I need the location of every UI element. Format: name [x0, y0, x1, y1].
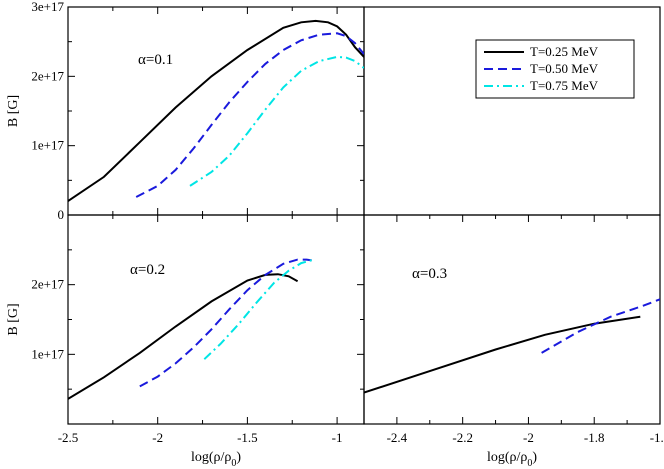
series-line-t050-top-left: [135, 32, 364, 198]
y-tick-label: 1e+17: [31, 346, 64, 361]
series-line-t025-bottom-left: [68, 273, 299, 400]
alpha-annotation: α=0.1: [138, 52, 173, 68]
series-line-t025-bottom-right: [364, 315, 641, 394]
alpha-annotation: α=0.3: [412, 266, 447, 282]
legend-label-t050: T=0.50 MeV: [530, 61, 599, 76]
series-line-t050-bottom-right: [541, 298, 660, 354]
x-tick-label: -2.4: [387, 430, 408, 445]
y-tick-label: 2e+17: [31, 68, 64, 83]
series-layer: [68, 19, 660, 400]
x-tick-label: -2: [523, 430, 534, 445]
panel-frame-bottom-left: [67, 214, 365, 425]
y-axis-title: B [G]: [6, 95, 21, 127]
legend: T=0.25 MeV T=0.50 MeV T=0.75 MeV: [475, 39, 635, 99]
y-tick-label: 2e+17: [31, 277, 64, 292]
y-tick-label: 1e+17: [31, 138, 64, 153]
x-axis-title: log(ρ/ρ0): [487, 450, 537, 469]
y-tick-label: 3e+17: [31, 0, 64, 14]
x-tick-label: -1.5: [237, 430, 258, 445]
series-line-t025-top-left: [68, 19, 364, 202]
alpha-annotation: α=0.2: [130, 262, 165, 278]
x-tick-label: -2: [152, 430, 163, 445]
series-line-t075-top-left: [189, 55, 364, 187]
label-layer: 0 1e+17 2e+17 3e+17 B [G] α=0.1 -2.5 -2 -1.5 -1 1e…: [6, 0, 664, 469]
x-axis-title: log(ρ/ρ0): [191, 450, 241, 469]
tick-layer: [67, 6, 661, 424]
legend-label-t025: T=0.25 MeV: [530, 44, 599, 59]
y-axis-title: B [G]: [6, 303, 21, 335]
legend-label-t075: T=0.75 MeV: [530, 78, 599, 93]
x-tick-label: -2.5: [58, 430, 79, 445]
x-tick-label: -2.2: [452, 430, 473, 445]
x-tick-label: -1.6: [650, 430, 664, 445]
panel-frame-top-left: [67, 6, 365, 216]
x-tick-label: -1.8: [584, 430, 605, 445]
y-tick-label: 0: [58, 207, 65, 222]
panel-frame-top-right: [363, 6, 661, 216]
series-line-t075-bottom-left: [203, 258, 315, 360]
x-tick-label: -1: [332, 430, 343, 445]
series-line-t050-bottom-left: [139, 258, 316, 388]
